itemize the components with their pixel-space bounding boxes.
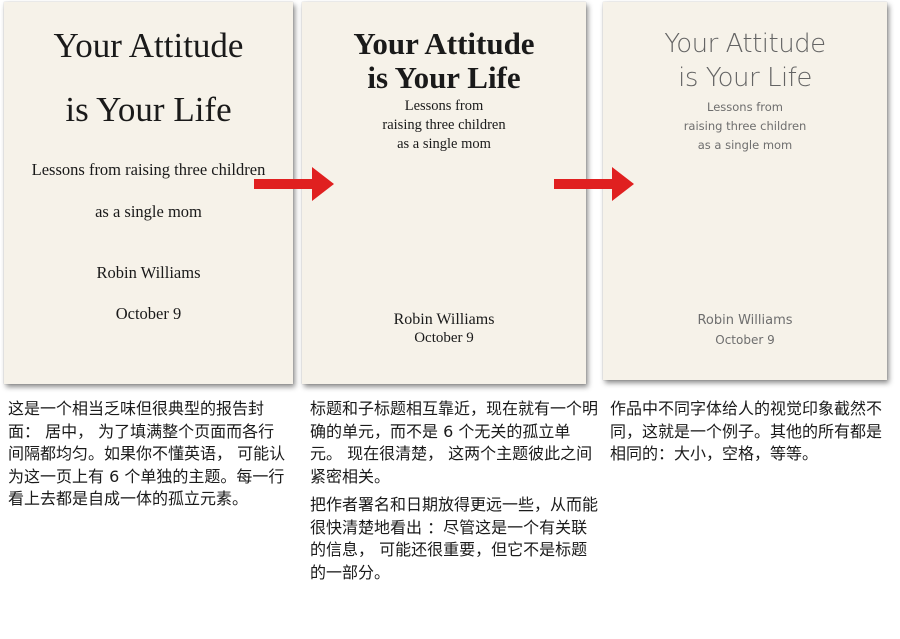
cover-title-line-2: is Your Life <box>367 60 521 95</box>
cover-page-3: Your Attitude is Your Life Lessons from … <box>603 2 887 380</box>
right-arrow-icon <box>254 167 334 201</box>
cover-date: October 9 <box>414 330 474 346</box>
caption-2: 标题和子标题相互靠近，现在就有一个明确的单元，而不是 6 个无关的孤立单元。 现… <box>310 398 598 590</box>
caption-paragraph: 标题和子标题相互靠近，现在就有一个明确的单元，而不是 6 个无关的孤立单元。 现… <box>310 399 599 486</box>
cover-title-line-2: is Your Life <box>65 90 232 129</box>
cover-title-line-2: is Your Life <box>678 63 812 93</box>
right-arrow-icon <box>554 167 634 201</box>
cover-author: Robin Williams <box>697 313 793 328</box>
cover-subtitle-line-2: raising three children <box>683 119 807 133</box>
caption-1: 这是一个相当乏味但很典型的报告封面： 居中， 为了填满整个页面而各行间隔都均匀。… <box>8 398 288 517</box>
caption-paragraph: 把作者署名和日期放得更远一些，从而能很快清楚地看出 ：尽管这是一个有关联的信息，… <box>310 495 599 582</box>
cover-title-line-1: Your Attitude <box>664 29 826 59</box>
cover-title-line-1: Your Attitude <box>53 26 244 65</box>
caption-paragraph: 这是一个相当乏味但很典型的报告封面： 居中， 为了填满整个页面而各行间隔都均匀。… <box>8 399 286 508</box>
cover-date: October 9 <box>115 304 182 323</box>
cover-title-line-1: Your Attitude <box>353 26 535 61</box>
cover-subtitle-line-3: as a single mom <box>697 138 793 152</box>
cover-date: October 9 <box>715 333 775 347</box>
cover-page-1: Your Attitude is Your Life Lessons from … <box>4 2 293 384</box>
cover-author: Robin Williams <box>393 311 495 328</box>
cover-subtitle-line-1: Lessons from <box>404 98 484 114</box>
cover-subtitle-line-1: Lessons from <box>707 100 783 114</box>
cover-subtitle-line-1: Lessons from raising three children <box>31 160 266 179</box>
cover-author: Robin Williams <box>96 263 201 282</box>
cover-subtitle-line-3: as a single mom <box>397 136 491 152</box>
caption-paragraph: 作品中不同字体给人的视觉印象截然不同，这就是一个例子。其他的所有都是相同的：大小… <box>610 399 883 463</box>
cover-subtitle-line-2: raising three children <box>382 117 506 133</box>
caption-3: 作品中不同字体给人的视觉印象截然不同，这就是一个例子。其他的所有都是相同的：大小… <box>610 398 892 472</box>
cover-subtitle-line-2: as a single mom <box>95 202 202 221</box>
cover-page-2: Your Attitude is Your Life Lessons from … <box>302 2 586 384</box>
